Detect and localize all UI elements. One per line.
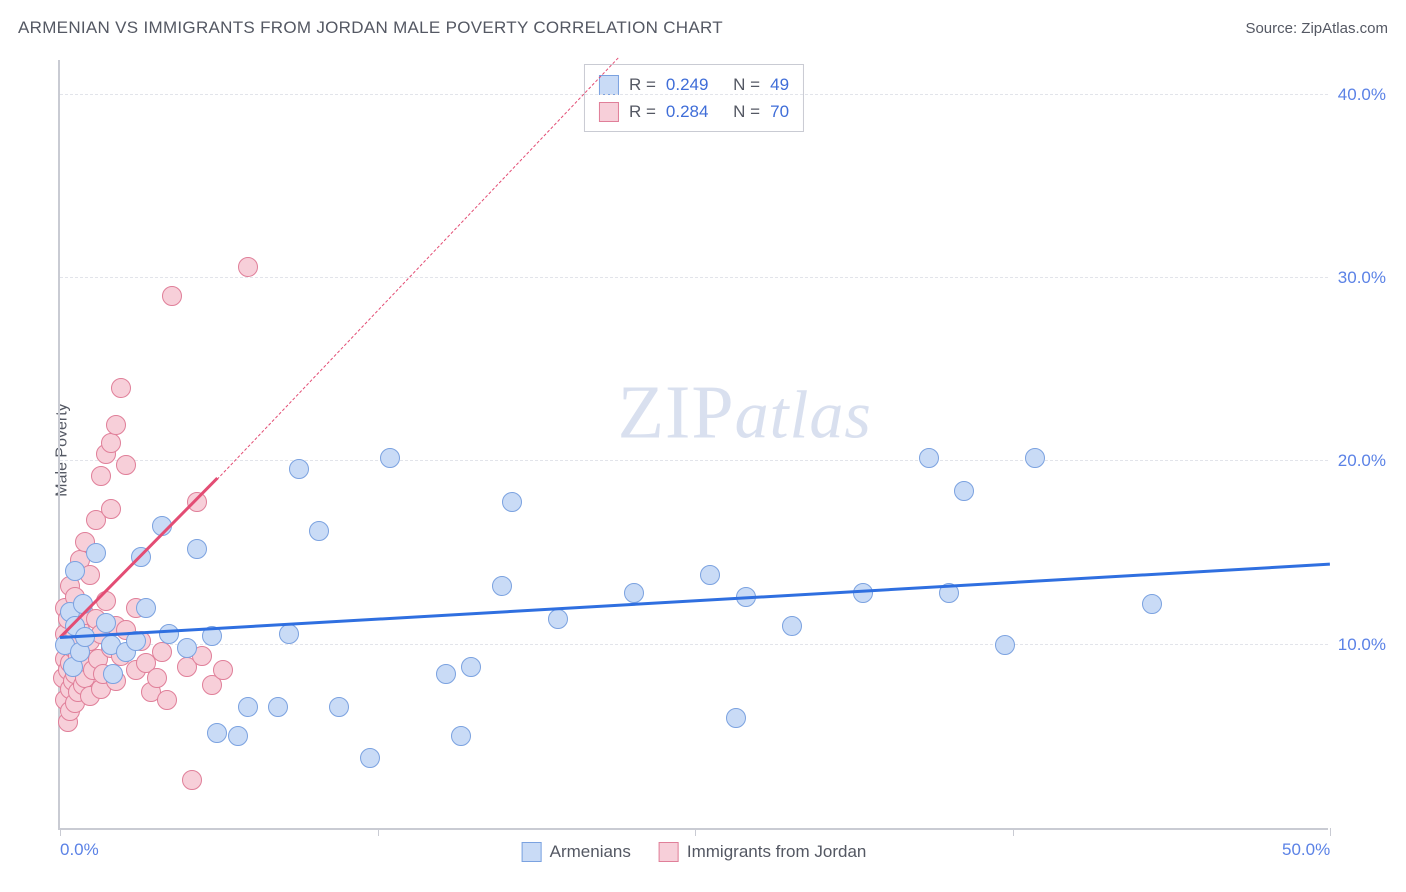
data-point bbox=[157, 690, 177, 710]
watermark: ZIPatlas bbox=[618, 370, 872, 457]
data-point bbox=[238, 257, 258, 277]
x-tick-label: 0.0% bbox=[60, 840, 99, 860]
grid-line bbox=[60, 644, 1328, 645]
data-point bbox=[86, 543, 106, 563]
data-point bbox=[103, 664, 123, 684]
data-point bbox=[136, 598, 156, 618]
legend-item-armenians: Armenians bbox=[522, 842, 631, 862]
y-tick-label: 20.0% bbox=[1338, 451, 1386, 471]
swatch-jordan bbox=[599, 102, 619, 122]
data-point bbox=[1142, 594, 1162, 614]
data-point bbox=[436, 664, 456, 684]
trend-line bbox=[217, 57, 619, 479]
data-point bbox=[91, 466, 111, 486]
data-point bbox=[228, 726, 248, 746]
data-point bbox=[1025, 448, 1045, 468]
data-point bbox=[919, 448, 939, 468]
legend-label-armenians: Armenians bbox=[550, 842, 631, 862]
data-point bbox=[548, 609, 568, 629]
data-point bbox=[96, 591, 116, 611]
data-point bbox=[182, 770, 202, 790]
data-point bbox=[207, 723, 227, 743]
data-point bbox=[162, 286, 182, 306]
r-label: R = bbox=[629, 98, 656, 125]
y-tick-label: 10.0% bbox=[1338, 635, 1386, 655]
data-point bbox=[954, 481, 974, 501]
plot-container: Male Poverty ZIPatlas R = 0.249 N = 49 R… bbox=[58, 60, 1388, 840]
data-point bbox=[279, 624, 299, 644]
data-point bbox=[106, 415, 126, 435]
data-point bbox=[726, 708, 746, 728]
data-point bbox=[782, 616, 802, 636]
swatch-armenians-icon bbox=[522, 842, 542, 862]
n-label: N = bbox=[733, 98, 760, 125]
data-point bbox=[238, 697, 258, 717]
data-point bbox=[995, 635, 1015, 655]
x-tick bbox=[60, 828, 61, 836]
plot-area: ZIPatlas R = 0.249 N = 49 R = 0.284 N = … bbox=[58, 60, 1328, 830]
data-point bbox=[461, 657, 481, 677]
trend-line bbox=[60, 563, 1330, 639]
data-point bbox=[451, 726, 471, 746]
legend-row-jordan: R = 0.284 N = 70 bbox=[599, 98, 789, 125]
data-point bbox=[152, 642, 172, 662]
swatch-jordan-icon bbox=[659, 842, 679, 862]
y-tick-label: 30.0% bbox=[1338, 268, 1386, 288]
data-point bbox=[213, 660, 233, 680]
chart-source: Source: ZipAtlas.com bbox=[1245, 20, 1388, 37]
data-point bbox=[187, 539, 207, 559]
data-point bbox=[101, 433, 121, 453]
data-point bbox=[147, 668, 167, 688]
data-point bbox=[360, 748, 380, 768]
data-point bbox=[492, 576, 512, 596]
data-point bbox=[116, 455, 136, 475]
correlation-legend: R = 0.249 N = 49 R = 0.284 N = 70 bbox=[584, 64, 804, 132]
data-point bbox=[329, 697, 349, 717]
grid-line bbox=[60, 94, 1328, 95]
x-tick-label: 50.0% bbox=[1282, 840, 1330, 860]
series-legend: Armenians Immigrants from Jordan bbox=[522, 842, 867, 862]
watermark-atlas: atlas bbox=[735, 377, 872, 453]
data-point bbox=[289, 459, 309, 479]
data-point bbox=[624, 583, 644, 603]
data-point bbox=[177, 638, 197, 658]
grid-line bbox=[60, 277, 1328, 278]
x-tick bbox=[695, 828, 696, 836]
swatch-armenians bbox=[599, 75, 619, 95]
r-value-jordan: 0.284 bbox=[666, 98, 709, 125]
grid-line bbox=[60, 460, 1328, 461]
n-value-jordan: 70 bbox=[770, 98, 789, 125]
data-point bbox=[111, 378, 131, 398]
data-point bbox=[96, 613, 116, 633]
data-point bbox=[65, 561, 85, 581]
x-tick bbox=[1330, 828, 1331, 836]
legend-item-jordan: Immigrants from Jordan bbox=[659, 842, 867, 862]
data-point bbox=[159, 624, 179, 644]
data-point bbox=[502, 492, 522, 512]
x-minor-tick bbox=[378, 828, 379, 836]
data-point bbox=[309, 521, 329, 541]
data-point bbox=[101, 499, 121, 519]
legend-label-jordan: Immigrants from Jordan bbox=[687, 842, 867, 862]
data-point bbox=[268, 697, 288, 717]
data-point bbox=[380, 448, 400, 468]
data-point bbox=[853, 583, 873, 603]
data-point bbox=[700, 565, 720, 585]
x-minor-tick bbox=[1013, 828, 1014, 836]
chart-title: ARMENIAN VS IMMIGRANTS FROM JORDAN MALE … bbox=[18, 18, 723, 38]
watermark-zip: ZIP bbox=[618, 371, 735, 455]
chart-header: ARMENIAN VS IMMIGRANTS FROM JORDAN MALE … bbox=[18, 18, 1388, 38]
y-tick-label: 40.0% bbox=[1338, 85, 1386, 105]
